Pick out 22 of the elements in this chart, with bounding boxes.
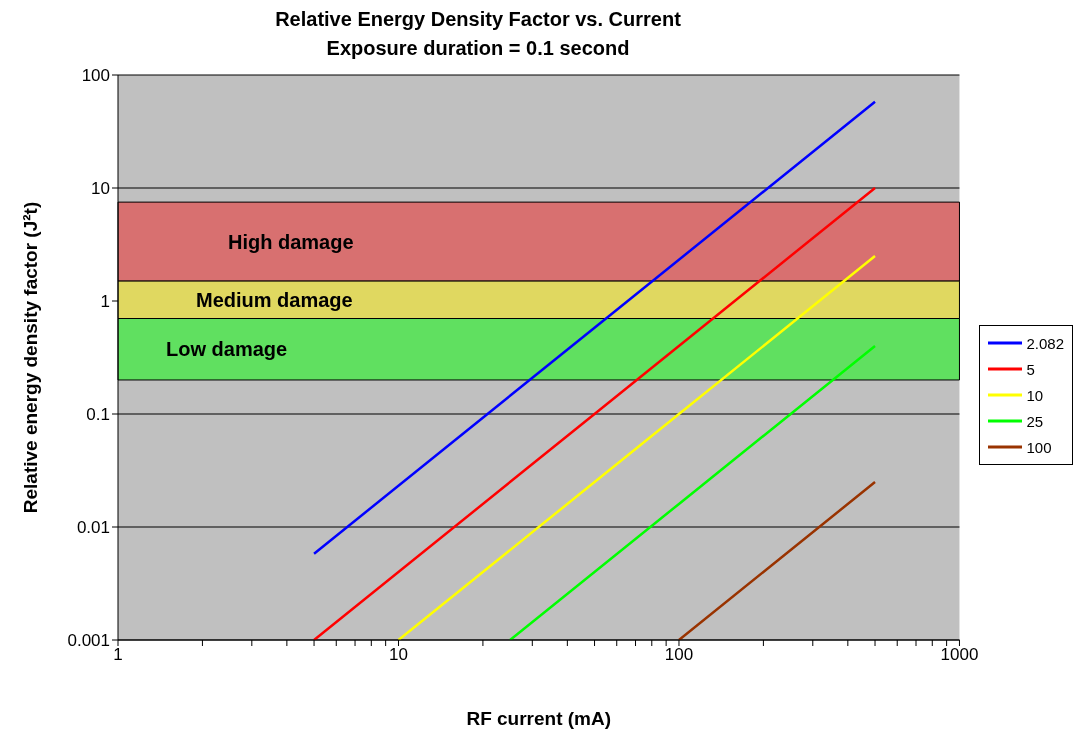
legend-label: 25 — [1026, 412, 1044, 430]
x-tick-label: 1 — [113, 645, 123, 665]
y-tick-label: 1 — [100, 292, 110, 312]
legend-label: 100 — [1026, 438, 1052, 456]
chart-title: Relative Energy Density Factor vs. Current — [274, 8, 682, 31]
y-tick-label: 100 — [81, 66, 110, 86]
x-tick-label: 10 — [389, 645, 408, 665]
y-tick-label: 0.01 — [76, 518, 110, 538]
legend-label: 10 — [1026, 386, 1044, 404]
y-tick-label: 0.1 — [86, 405, 110, 425]
x-tick-label: 100 — [664, 645, 694, 665]
chart-subtitle: Exposure duration = 0.1 second — [325, 37, 631, 60]
x-axis-title: RF current (mA) — [466, 708, 612, 730]
band-label: High damage — [228, 230, 354, 253]
band-label: Low damage — [166, 338, 288, 361]
band-label: Medium damage — [196, 288, 353, 311]
legend-label: 5 — [1026, 360, 1035, 378]
legend-label: 2.082 — [1026, 334, 1064, 352]
y-axis-title: Relative energy density factor (J²t) — [19, 201, 41, 514]
y-tick-label: 10 — [91, 179, 110, 199]
y-tick-label: 0.001 — [67, 631, 110, 651]
x-tick-label: 1000 — [940, 645, 979, 665]
